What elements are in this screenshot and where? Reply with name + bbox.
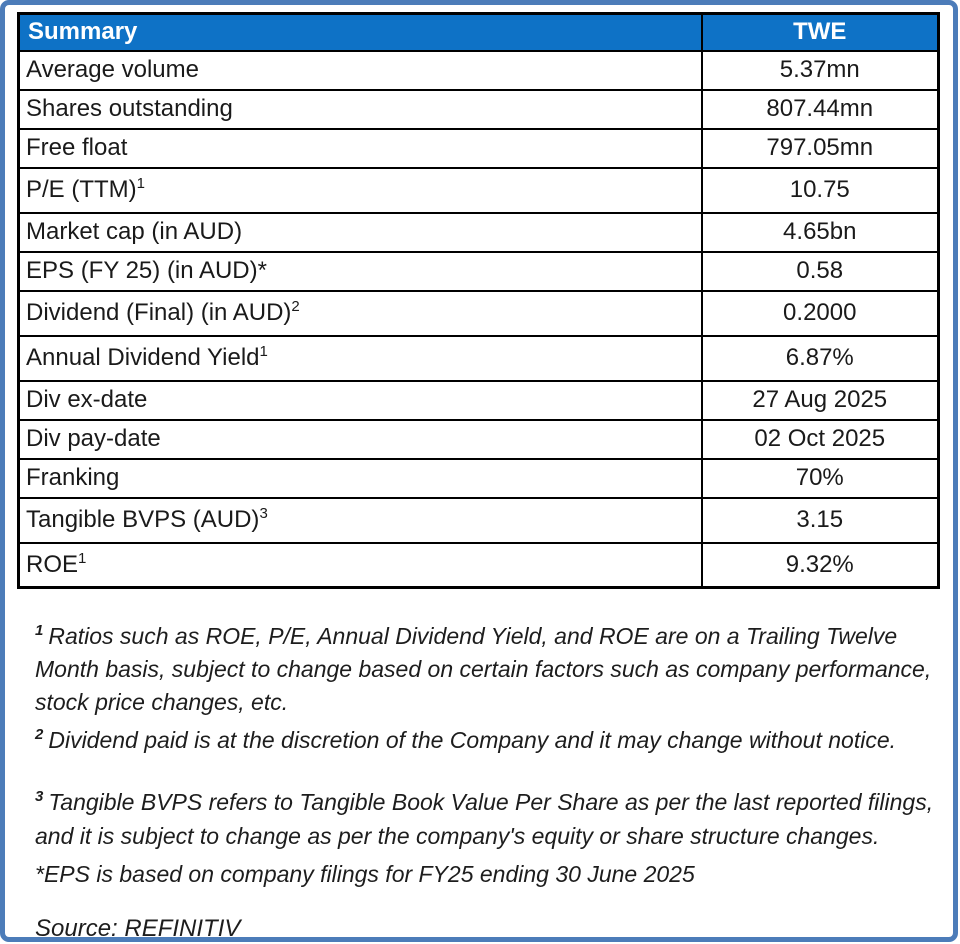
table-row: Div ex-date 27 Aug 2025 [17, 379, 940, 421]
table-header-row: Summary TWE [17, 12, 940, 52]
row-value: 0.2000 [700, 289, 940, 337]
row-label: ROE1 [17, 541, 703, 589]
footnote-text: Dividend paid is at the discretion of th… [48, 727, 896, 754]
table-row: EPS (FY 25) (in AUD)* 0.58 [17, 250, 940, 292]
table-row: P/E (TTM)1 10.75 [17, 166, 940, 214]
footnote-marker: 3 [35, 788, 44, 806]
row-value: 70% [700, 457, 940, 499]
table-row: Annual Dividend Yield1 6.87% [17, 334, 940, 382]
row-value: 5.37mn [700, 49, 940, 91]
table-header-summary: Summary [17, 12, 703, 52]
table-row: Market cap (in AUD) 4.65bn [17, 211, 940, 253]
summary-table: Summary TWE Average volume 5.37mn Shares… [17, 12, 940, 589]
footnote: 2 Dividend paid is at the discretion of t… [35, 724, 935, 757]
row-value: 807.44mn [700, 88, 940, 130]
row-footnote-marker: 1 [259, 343, 268, 360]
row-value: 4.65bn [700, 211, 940, 253]
table-row: Franking 70% [17, 457, 940, 499]
table-row: Div pay-date 02 Oct 2025 [17, 418, 940, 460]
row-footnote-marker: 1 [78, 549, 87, 567]
row-label: Average volume [17, 49, 703, 91]
row-label: Div pay-date [17, 418, 703, 460]
row-value: 797.05mn [700, 127, 940, 169]
row-label-text: Div pay-date [26, 425, 161, 452]
row-label: Shares outstanding [17, 88, 703, 130]
row-label-text: Market cap (in AUD) [26, 218, 243, 245]
row-label-text: Shares outstanding [26, 95, 233, 122]
row-label: Free float [17, 127, 703, 169]
row-label: EPS (FY 25) (in AUD)* [17, 250, 703, 292]
row-value: 6.87% [700, 334, 940, 382]
row-label-text: Div ex-date [26, 386, 148, 413]
row-label: P/E (TTM)1 [17, 166, 703, 214]
row-value: 27 Aug 2025 [700, 379, 940, 421]
table-row: Tangible BVPS (AUD)3 3.15 [17, 496, 940, 544]
table-row: Average volume 5.37mn [17, 49, 940, 91]
row-footnote-marker: 2 [291, 298, 300, 315]
row-label: Div ex-date [17, 379, 703, 421]
footnote: 3 Tangible BVPS refers to Tangible Book V… [35, 786, 935, 852]
footnote-marker: 1 [35, 622, 44, 639]
footnote-text: Tangible BVPS refers to Tangible Book Va… [35, 789, 934, 849]
footnote-text: *EPS is based on company filings for FY2… [35, 860, 695, 887]
table-row: ROE1 9.32% [17, 541, 940, 589]
row-label-text: EPS (FY 25) (in AUD)* [26, 257, 267, 284]
footnote: *EPS is based on company filings for FY2… [35, 858, 935, 891]
row-value: 9.32% [700, 541, 940, 589]
row-label: Market cap (in AUD) [17, 211, 703, 253]
footnotes-block: 1 Ratios such as ROE, P/E, Annual Dividen… [35, 620, 935, 891]
table-row: Dividend (Final) (in AUD)2 0.2000 [17, 289, 940, 337]
row-value: 3.15 [700, 496, 940, 544]
table-row: Shares outstanding 807.44mn [17, 88, 940, 130]
row-value: 0.58 [700, 250, 940, 292]
row-label-text: Franking [26, 464, 120, 491]
table-row: Free float 797.05mn [17, 127, 940, 169]
row-label-text: Tangible BVPS (AUD) [26, 506, 260, 533]
footnote: 1 Ratios such as ROE, P/E, Annual Dividen… [35, 620, 935, 719]
row-label: Franking [17, 457, 703, 499]
row-value: 02 Oct 2025 [700, 418, 940, 460]
row-label-text: P/E (TTM) [26, 176, 137, 203]
table-header-ticker: TWE [700, 12, 940, 52]
footnote-marker: 2 [35, 726, 44, 744]
row-value: 10.75 [700, 166, 940, 214]
row-label: Annual Dividend Yield1 [17, 334, 703, 382]
row-footnote-marker: 1 [136, 175, 145, 192]
row-label-text: Average volume [26, 56, 199, 83]
row-label-text: ROE [26, 550, 79, 578]
footnote-text: Ratios such as ROE, P/E, Annual Dividend… [35, 623, 932, 716]
row-footnote-marker: 3 [259, 505, 268, 522]
row-label: Dividend (Final) (in AUD)2 [17, 289, 703, 337]
row-label-text: Dividend (Final) (in AUD) [26, 299, 292, 326]
row-label-text: Free float [26, 134, 128, 161]
row-label-text: Annual Dividend Yield [26, 344, 260, 371]
source-text: Source: REFINITIV [35, 914, 241, 942]
row-label: Tangible BVPS (AUD)3 [17, 496, 703, 544]
